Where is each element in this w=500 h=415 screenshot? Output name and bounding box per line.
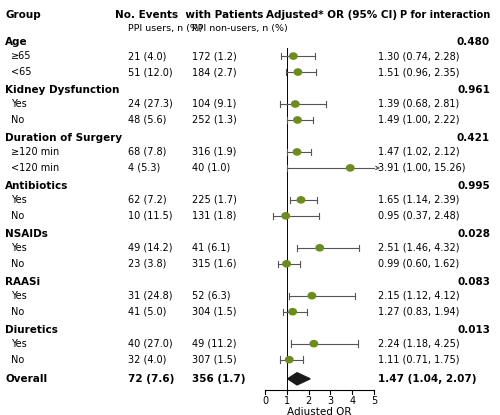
Text: Diuretics: Diuretics <box>5 325 58 335</box>
Text: 2.24 (1.18, 4.25): 2.24 (1.18, 4.25) <box>378 339 460 349</box>
Text: 24 (27.3): 24 (27.3) <box>128 99 172 109</box>
Text: 0.421: 0.421 <box>457 133 490 143</box>
Text: 41 (6.1): 41 (6.1) <box>192 243 231 253</box>
Text: ≥65: ≥65 <box>11 51 32 61</box>
Text: 1.65 (1.14, 2.39): 1.65 (1.14, 2.39) <box>378 195 460 205</box>
Text: 0.961: 0.961 <box>457 85 490 95</box>
Text: <65: <65 <box>11 67 32 77</box>
Text: 31 (24.8): 31 (24.8) <box>128 291 172 301</box>
Text: 40 (1.0): 40 (1.0) <box>192 163 231 173</box>
Text: 0.028: 0.028 <box>457 229 490 239</box>
Text: 1.47 (1.02, 2.12): 1.47 (1.02, 2.12) <box>378 147 460 157</box>
Text: 10 (11.5): 10 (11.5) <box>128 211 172 221</box>
Text: 184 (2.7): 184 (2.7) <box>192 67 237 77</box>
Text: 1.27 (0.83, 1.94): 1.27 (0.83, 1.94) <box>378 307 460 317</box>
Text: 32 (4.0): 32 (4.0) <box>128 355 166 365</box>
Text: NSAIDs: NSAIDs <box>5 229 48 239</box>
Text: 23 (3.8): 23 (3.8) <box>128 259 166 269</box>
Text: 225 (1.7): 225 (1.7) <box>192 195 238 205</box>
Text: 252 (1.3): 252 (1.3) <box>192 115 238 125</box>
Text: 104 (9.1): 104 (9.1) <box>192 99 237 109</box>
Text: 68 (7.8): 68 (7.8) <box>128 147 166 157</box>
Text: Adjusted* OR (95% CI): Adjusted* OR (95% CI) <box>266 10 398 20</box>
Text: 131 (1.8): 131 (1.8) <box>192 211 237 221</box>
Text: 316 (1.9): 316 (1.9) <box>192 147 237 157</box>
Text: Duration of Surgery: Duration of Surgery <box>5 133 122 143</box>
Text: PPI users, n (%): PPI users, n (%) <box>128 24 202 33</box>
Text: 1: 1 <box>284 395 290 406</box>
Text: PPI non-users, n (%): PPI non-users, n (%) <box>192 24 288 33</box>
Text: 2: 2 <box>306 395 312 406</box>
Text: 49 (11.2): 49 (11.2) <box>192 339 237 349</box>
Text: 3: 3 <box>328 395 334 406</box>
Text: P for interaction: P for interaction <box>400 10 490 20</box>
Text: Overall: Overall <box>5 374 47 384</box>
Text: 1.47 (1.04, 2.07): 1.47 (1.04, 2.07) <box>378 374 476 384</box>
Text: 40 (27.0): 40 (27.0) <box>128 339 172 349</box>
Text: <120 min: <120 min <box>11 163 60 173</box>
Text: No: No <box>11 307 24 317</box>
Text: 0.480: 0.480 <box>457 37 490 47</box>
Text: Age: Age <box>5 37 28 47</box>
Text: 304 (1.5): 304 (1.5) <box>192 307 237 317</box>
Text: ≥120 min: ≥120 min <box>11 147 60 157</box>
Text: 0.013: 0.013 <box>457 325 490 335</box>
Text: 49 (14.2): 49 (14.2) <box>128 243 172 253</box>
Text: 4 (5.3): 4 (5.3) <box>128 163 160 173</box>
Text: 0.95 (0.37, 2.48): 0.95 (0.37, 2.48) <box>378 211 460 221</box>
Text: 1.11 (0.71, 1.75): 1.11 (0.71, 1.75) <box>378 355 460 365</box>
Text: Yes: Yes <box>11 339 27 349</box>
Text: Yes: Yes <box>11 291 27 301</box>
Text: 0.995: 0.995 <box>457 181 490 191</box>
Text: 48 (5.6): 48 (5.6) <box>128 115 166 125</box>
Text: 21 (4.0): 21 (4.0) <box>128 51 166 61</box>
Text: Adjusted OR: Adjusted OR <box>287 407 352 415</box>
Text: 2.51 (1.46, 4.32): 2.51 (1.46, 4.32) <box>378 243 460 253</box>
Text: Kidney Dysfunction: Kidney Dysfunction <box>5 85 119 95</box>
Text: 1.49 (1.00, 2.22): 1.49 (1.00, 2.22) <box>378 115 460 125</box>
Text: No: No <box>11 115 24 125</box>
Text: 315 (1.6): 315 (1.6) <box>192 259 237 269</box>
Text: Yes: Yes <box>11 99 27 109</box>
Text: 5: 5 <box>371 395 377 406</box>
Text: 356 (1.7): 356 (1.7) <box>192 374 246 384</box>
Text: Yes: Yes <box>11 195 27 205</box>
Text: 52 (6.3): 52 (6.3) <box>192 291 231 301</box>
Text: 1.39 (0.68, 2.81): 1.39 (0.68, 2.81) <box>378 99 459 109</box>
Text: No: No <box>11 355 24 365</box>
Text: Group: Group <box>5 10 41 20</box>
Text: 1.30 (0.74, 2.28): 1.30 (0.74, 2.28) <box>378 51 460 61</box>
Text: 307 (1.5): 307 (1.5) <box>192 355 237 365</box>
Text: RAASi: RAASi <box>5 277 40 287</box>
Text: 172 (1.2): 172 (1.2) <box>192 51 238 61</box>
Text: 1.51 (0.96, 2.35): 1.51 (0.96, 2.35) <box>378 67 460 77</box>
Text: No: No <box>11 259 24 269</box>
Text: 3.91 (1.00, 15.26): 3.91 (1.00, 15.26) <box>378 163 466 173</box>
Text: 51 (12.0): 51 (12.0) <box>128 67 172 77</box>
Text: 41 (5.0): 41 (5.0) <box>128 307 166 317</box>
Text: 0: 0 <box>262 395 268 406</box>
Text: No: No <box>11 211 24 221</box>
Text: No. Events  with Patients: No. Events with Patients <box>114 10 263 20</box>
Text: 0.083: 0.083 <box>457 277 490 287</box>
Text: 2.15 (1.12, 4.12): 2.15 (1.12, 4.12) <box>378 291 460 301</box>
Text: Antibiotics: Antibiotics <box>5 181 68 191</box>
Text: 4: 4 <box>349 395 356 406</box>
Text: 62 (7.2): 62 (7.2) <box>128 195 166 205</box>
Text: Yes: Yes <box>11 243 27 253</box>
Text: 0.99 (0.60, 1.62): 0.99 (0.60, 1.62) <box>378 259 459 269</box>
Text: 72 (7.6): 72 (7.6) <box>128 374 174 384</box>
